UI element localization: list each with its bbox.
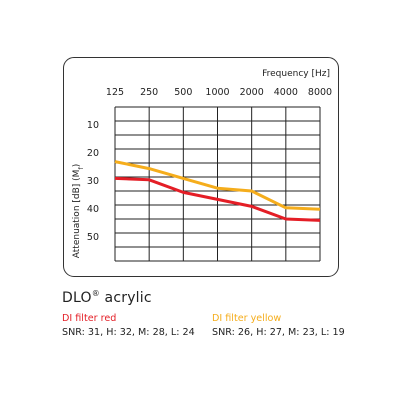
y-axis-title: Attenuation [dB] (Mf) [72, 164, 85, 258]
legend-yellow-filter: DI filter yellow SNR: 26, H: 27, M: 23, … [212, 313, 345, 338]
chart-frame [63, 57, 339, 277]
x-tick-label: 125 [106, 87, 124, 98]
registered-mark: ® [91, 289, 100, 298]
product-name: DLO [62, 290, 92, 306]
x-tick-label: 2000 [240, 87, 264, 98]
y-tick-label: 50 [87, 232, 99, 243]
x-axis-title: Frequency [Hz] [262, 69, 330, 79]
legend-yellow-name: DI filter yellow [212, 313, 282, 324]
series-line-di-filter-yellow [114, 160, 321, 211]
legend-red-snr: SNR: 31, H: 32, M: 28, L: 24 [62, 327, 195, 338]
x-tick-label: 8000 [308, 87, 332, 98]
legend-red-filter: DI filter red SNR: 31, H: 32, M: 28, L: … [62, 313, 195, 338]
legend-red-name: DI filter red [62, 313, 117, 324]
product-suffix: acrylic [99, 290, 152, 306]
y-tick-label: 10 [87, 120, 99, 131]
y-tick-label: 40 [87, 204, 99, 215]
y-tick-label: 20 [87, 148, 99, 159]
product-title: DLO® acrylic [62, 289, 152, 306]
legend-yellow-snr: SNR: 26, H: 27, M: 23, L: 19 [212, 327, 345, 338]
x-tick-label: 500 [174, 87, 192, 98]
x-tick-label: 1000 [205, 87, 229, 98]
y-tick-label: 30 [87, 176, 99, 187]
x-tick-label: 250 [140, 87, 158, 98]
series-line-di-filter-red [114, 176, 321, 222]
x-tick-label: 4000 [274, 87, 298, 98]
